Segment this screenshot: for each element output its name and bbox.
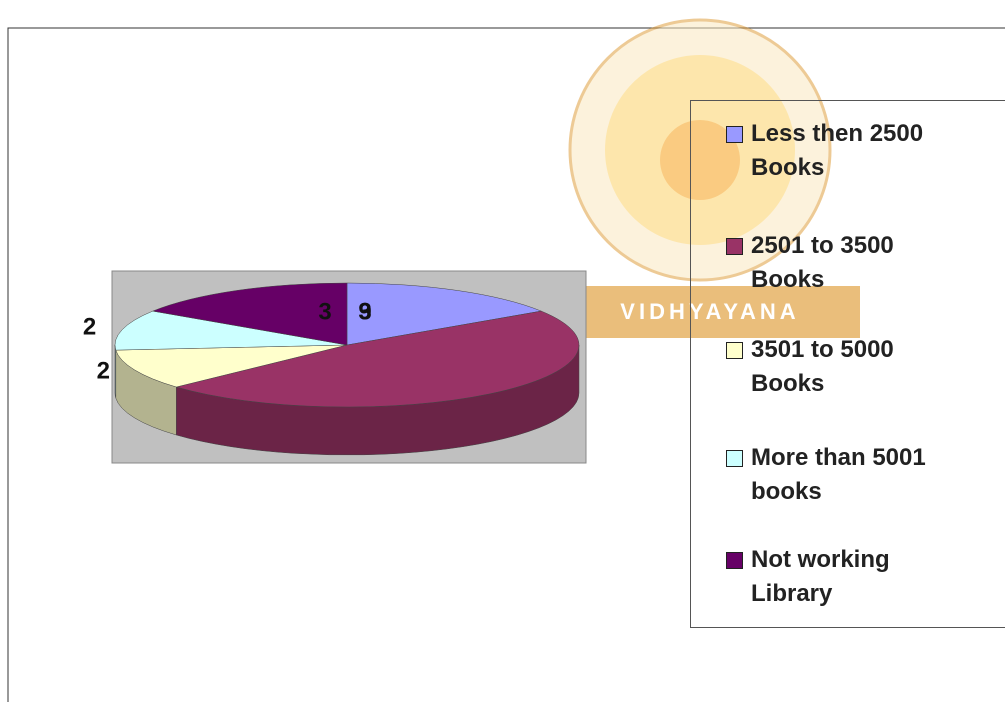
slice xyxy=(115,344,348,388)
legend-item: More than 5001 books xyxy=(721,441,971,509)
legend-label: Less then 2500 Books xyxy=(751,120,924,181)
data-label: 3 xyxy=(318,298,331,325)
legend: Less then 2500 Books 2501 to 3500 Books 35… xyxy=(690,100,1005,628)
legend-swatch xyxy=(726,552,743,569)
legend-item: 2501 to 3500 Books xyxy=(721,229,971,297)
legend-item: Less then 2500 Books xyxy=(721,117,971,185)
legend-item: 3501 to 5000 Books xyxy=(721,333,971,401)
slice xyxy=(175,310,580,408)
legend-swatch xyxy=(726,126,743,143)
watermark-text: VIDHYAYANA xyxy=(620,299,799,324)
legend-swatch xyxy=(726,238,743,255)
data-label: 2 xyxy=(97,358,110,385)
legend-swatch xyxy=(726,450,743,467)
slice xyxy=(346,282,543,346)
data-label: 2 xyxy=(83,314,96,341)
legend-label: More than 5001 books xyxy=(751,444,926,505)
legend-label: Not working Library xyxy=(751,546,890,607)
legend-item: Not working Library xyxy=(721,543,971,611)
legend-label: 3501 to 5000 Books xyxy=(751,336,894,397)
legend-label: 2501 to 3500 Books xyxy=(751,232,894,293)
slice xyxy=(114,310,348,351)
watermark-logo: VIDHYAYANA xyxy=(568,18,860,338)
data-label: 3 xyxy=(358,298,371,325)
slice-side xyxy=(114,344,117,399)
slice xyxy=(151,282,348,346)
legend-swatch xyxy=(726,342,743,359)
chart-frame xyxy=(7,27,1005,702)
data-label: 9 xyxy=(358,298,371,325)
